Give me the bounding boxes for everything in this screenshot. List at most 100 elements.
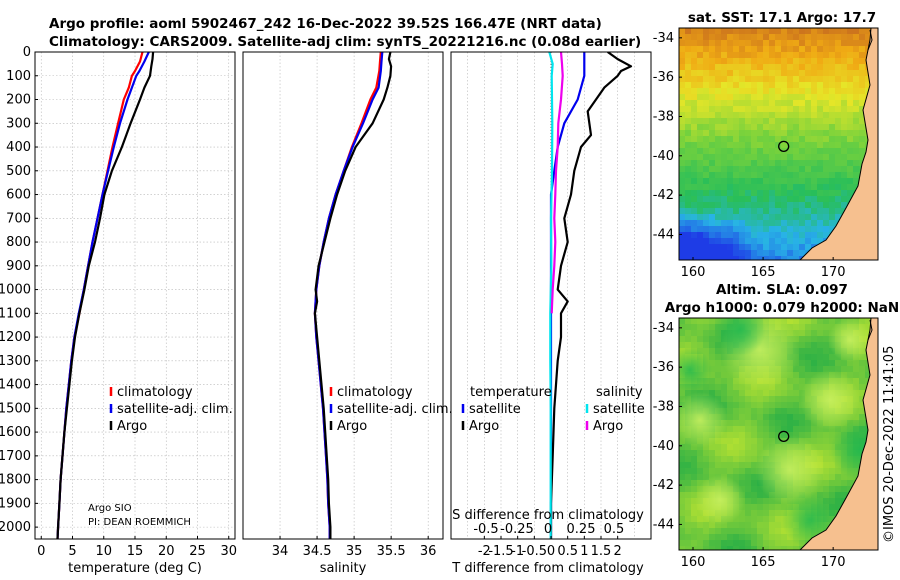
map-cell — [757, 148, 763, 154]
map-cell — [799, 244, 805, 250]
map-cell — [721, 208, 727, 214]
map-cell — [811, 94, 817, 100]
map-cell — [709, 342, 715, 348]
map-cell — [811, 142, 817, 148]
map-cell — [859, 94, 865, 100]
map-field — [679, 318, 878, 550]
map-cell — [733, 112, 739, 118]
map-cell — [823, 456, 829, 462]
map-cell — [739, 76, 745, 82]
map-cell — [715, 540, 721, 546]
series-line-salinity-argo — [550, 52, 564, 314]
map-cell — [835, 486, 841, 492]
map-cell — [793, 124, 799, 130]
map-cell — [745, 462, 751, 468]
map-cell — [793, 220, 799, 226]
map-cell — [823, 462, 829, 468]
map-cell — [739, 450, 745, 456]
map-cell — [727, 408, 733, 414]
map-cell — [751, 106, 757, 112]
map-cell — [715, 468, 721, 474]
map-cell — [757, 444, 763, 450]
map-cell — [853, 366, 859, 372]
map-cell — [787, 76, 793, 82]
map-cell — [745, 510, 751, 516]
map-cell — [745, 232, 751, 238]
map-cell — [811, 124, 817, 130]
map-cell — [709, 178, 715, 184]
map-cell — [691, 468, 697, 474]
map-cell — [787, 408, 793, 414]
map-cell — [745, 456, 751, 462]
map-cell — [775, 534, 781, 540]
map-cell — [703, 124, 709, 130]
map-cell — [847, 142, 853, 148]
map-cell — [739, 522, 745, 528]
map-cell — [703, 546, 709, 550]
map-cell — [697, 172, 703, 178]
map-cell — [685, 330, 691, 336]
map-cell — [727, 178, 733, 184]
map-cell — [853, 148, 859, 154]
map-cell — [691, 250, 697, 256]
map-cell — [805, 432, 811, 438]
map-cell — [847, 100, 853, 106]
map-cell — [727, 70, 733, 76]
map-cell — [841, 136, 847, 142]
map-cell — [733, 52, 739, 58]
map-cell — [691, 480, 697, 486]
map-cell — [751, 444, 757, 450]
map-cell — [703, 462, 709, 468]
map-cell — [835, 64, 841, 70]
map-cell — [751, 244, 757, 250]
map-cell — [853, 124, 859, 130]
map-cell — [841, 118, 847, 124]
map-cell — [805, 336, 811, 342]
map-cell — [805, 330, 811, 336]
map-cell — [727, 142, 733, 148]
map-cell — [847, 94, 853, 100]
series-line-argo — [313, 52, 393, 539]
map-cell — [697, 318, 703, 324]
map-cell — [769, 408, 775, 414]
map-cell — [739, 256, 745, 260]
map-cell — [679, 208, 685, 214]
map-cell — [823, 70, 829, 76]
map-cell — [847, 136, 853, 142]
map-cell — [769, 148, 775, 154]
map-cell — [727, 76, 733, 82]
map-cell — [691, 106, 697, 112]
map-cell — [775, 190, 781, 196]
map-cell — [811, 58, 817, 64]
map-cell — [691, 184, 697, 190]
map-cell — [835, 76, 841, 82]
map-cell — [793, 88, 799, 94]
map-cell — [715, 208, 721, 214]
map-cell — [829, 220, 835, 226]
map-cell — [859, 58, 865, 64]
map-cell — [721, 256, 727, 260]
map-cell — [835, 492, 841, 498]
map-cell — [853, 40, 859, 46]
map-cell — [727, 540, 733, 546]
map-cell — [823, 112, 829, 118]
map-cell — [793, 178, 799, 184]
map-cell — [727, 94, 733, 100]
map-cell — [805, 118, 811, 124]
map-cell — [751, 220, 757, 226]
map-cell — [847, 160, 853, 166]
map-cell — [817, 336, 823, 342]
map-cell — [793, 76, 799, 82]
map-cell — [847, 106, 853, 112]
map-cell — [733, 40, 739, 46]
legend-label: climatology — [117, 385, 193, 400]
map-cell — [841, 486, 847, 492]
x-tick-label: 0.5 — [557, 544, 578, 559]
map-cell — [817, 214, 823, 220]
map-cell — [841, 190, 847, 196]
map-cell — [715, 462, 721, 468]
map-cell — [841, 196, 847, 202]
map-cell — [745, 214, 751, 220]
map-cell — [679, 498, 685, 504]
map-cell — [685, 540, 691, 546]
